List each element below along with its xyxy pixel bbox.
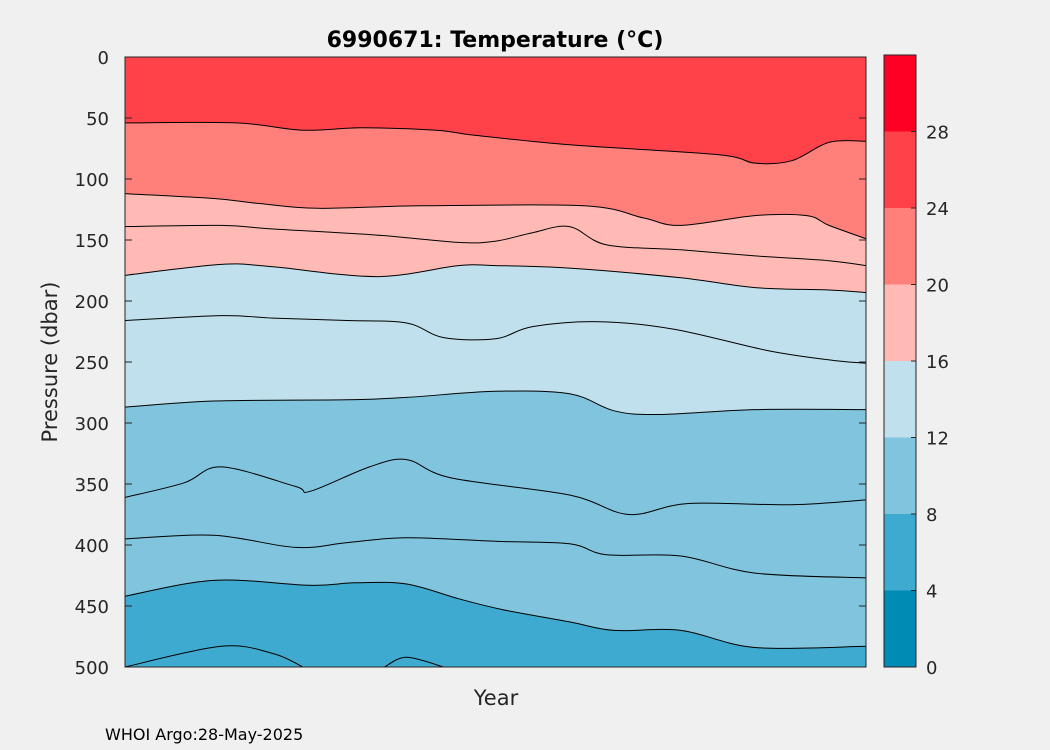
contour-line [124,193,867,240]
y-tick-label: 400 [75,536,109,557]
chart-title: 6990671: Temperature (°C) [327,28,664,53]
contour-line [124,121,867,165]
colorbar-tick-label: 8 [926,505,937,526]
contour-line [124,315,867,364]
contour-line [124,645,304,668]
contour-line [124,263,867,293]
y-tick-label: 200 [75,292,109,313]
y-tick-label: 500 [75,658,109,679]
y-tick-label: 300 [75,414,109,435]
contour-line [124,390,867,416]
contour-line [124,224,867,267]
colorbar-swatch [884,514,916,591]
contour-lines [124,121,867,668]
colorbar-tick-label: 12 [926,429,949,450]
colorbar-tick-label: 24 [926,199,949,220]
contour-line [124,534,867,579]
colorbar-tick-label: 4 [926,582,937,603]
contour-band [125,580,866,667]
y-tick-label: 50 [86,109,109,130]
colorbar-tick-label: 16 [926,352,949,373]
footer-credit: WHOI Argo:28-May-2025 [105,725,304,744]
colorbar-swatch [884,437,916,514]
x-axis-label: Year [473,686,519,710]
y-tick-label: 250 [75,353,109,374]
colorbar-swatch [884,55,916,132]
colorbar-swatch [884,131,916,208]
colorbar-tick-label: 0 [926,658,937,679]
y-tick-label: 0 [98,48,109,69]
colorbar-tick-label: 20 [926,276,949,297]
colorbar-tick-label: 28 [926,123,949,144]
plot-area [125,57,866,668]
contour-line [124,579,867,649]
y-tick-label: 450 [75,597,109,618]
colorbar-swatch [884,284,916,361]
y-tick-label: 100 [75,170,109,191]
y-axis: 0 50 100 150 200 250 300 350 400 450 500 [75,48,866,679]
y-tick-label: 350 [75,475,109,496]
colorbar-swatch [884,208,916,285]
y-axis-label: Pressure (dbar) [38,282,62,443]
contour-line [124,458,867,516]
y-tick-label: 150 [75,231,109,252]
colorbar-swatch [884,590,916,667]
colorbar-swatch [884,361,916,438]
colorbar: 0 4 8 12 16 20 24 28 [883,54,949,679]
contour-line [384,656,444,668]
